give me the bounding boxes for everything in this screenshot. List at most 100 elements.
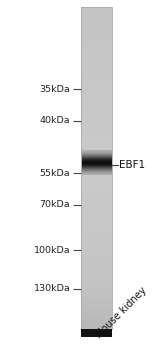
Bar [81,264,112,265]
Bar [81,56,112,57]
Bar [81,127,112,128]
Bar [81,18,112,19]
Bar [81,323,112,324]
Bar [81,304,112,306]
Bar [81,198,112,199]
Bar [81,52,112,53]
Bar [81,139,112,140]
Bar [81,67,112,68]
Bar [81,66,112,67]
Bar [81,21,112,22]
Bar [81,107,112,108]
Bar [81,193,112,194]
Bar [81,43,112,44]
Bar [81,41,112,42]
Bar [81,266,112,267]
Bar [81,269,112,270]
Bar [81,90,112,91]
Bar [81,179,112,180]
Bar [81,165,112,166]
Bar [81,25,112,26]
Bar [81,232,112,233]
Bar [81,39,112,40]
Bar [81,81,112,82]
Bar [81,105,112,106]
Bar [81,247,112,248]
Bar [81,244,112,245]
Bar [81,253,112,254]
Bar [81,77,112,78]
Bar [81,152,112,153]
Bar [81,55,112,56]
Bar [81,246,112,247]
Text: 70kDa: 70kDa [40,200,70,209]
Bar [81,100,112,101]
Bar [81,72,112,74]
Bar [81,275,112,276]
Bar [81,292,112,293]
Bar [81,276,112,278]
Bar [81,88,112,89]
Bar [81,188,112,189]
Bar [81,110,112,111]
Bar [81,167,112,168]
Bar [81,155,112,156]
Bar [81,234,112,236]
Bar [81,118,112,119]
Bar [81,286,112,287]
Bar [81,169,112,170]
Bar [81,149,112,150]
Bar [81,204,112,205]
Bar [81,9,112,10]
Bar [81,294,112,295]
Bar [81,293,112,294]
Bar [81,252,112,253]
Bar [81,299,112,300]
Bar [81,148,112,149]
Bar [81,112,112,113]
Bar [81,126,112,127]
Bar [81,296,112,297]
Bar [81,284,112,285]
Bar [81,318,112,319]
Bar [81,205,112,206]
Bar [81,314,112,315]
Bar [81,53,112,54]
Bar [81,262,112,264]
Bar [81,273,112,274]
Bar [81,282,112,283]
Bar [81,133,112,134]
Bar [81,164,112,165]
Bar [81,141,112,142]
Bar [81,49,112,50]
Bar [81,153,112,154]
Bar [81,106,112,107]
Bar [81,214,112,215]
Bar [81,202,112,203]
Bar [81,180,112,181]
Bar [81,255,112,256]
Bar [81,240,112,241]
Bar [81,113,112,114]
Bar [81,329,112,337]
Bar [81,317,112,318]
Bar [81,69,112,70]
Bar [81,265,112,266]
Bar [81,307,112,308]
Bar [81,47,112,48]
Bar [81,213,112,214]
Bar [81,324,112,325]
Bar [81,121,112,122]
Text: EBF1: EBF1 [119,160,145,169]
Bar [81,40,112,41]
Bar [81,301,112,302]
Bar [81,222,112,223]
Bar [81,251,112,252]
Bar [81,154,112,155]
Bar [81,137,112,138]
Bar [81,295,112,296]
Bar [81,308,112,309]
Bar [81,80,112,81]
Bar [81,48,112,49]
Bar [81,199,112,200]
